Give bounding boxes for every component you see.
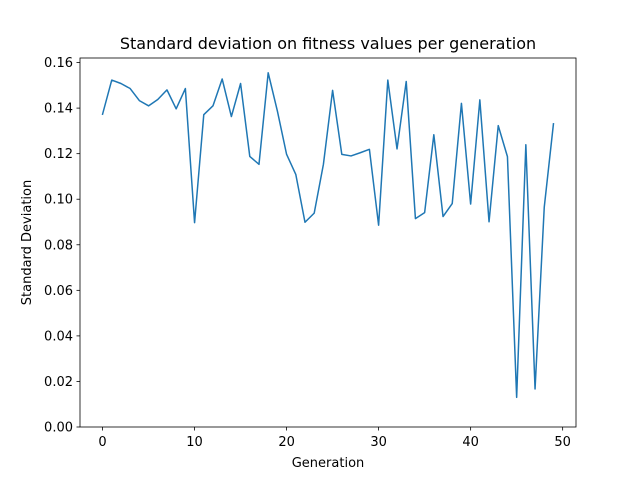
- y-tick-label: 0.08: [44, 238, 73, 253]
- y-axis-ticks: 0.00 0.02 0.04 0.06 0.08 0.10 0.12 0.14 0.16: [44, 56, 80, 436]
- y-tick-label: 0.02: [44, 375, 73, 390]
- y-tick-label: 0.12: [44, 147, 73, 162]
- y-tick-label: 0.16: [44, 56, 73, 71]
- y-tick-label: 0.00: [44, 421, 73, 436]
- y-tick-label: 0.04: [44, 329, 73, 344]
- plot-frame: [79, 57, 577, 428]
- x-tick-label: 40: [462, 435, 479, 450]
- chart-title: Standard deviation on fitness values per…: [120, 34, 536, 53]
- x-tick-label: 0: [98, 435, 106, 450]
- plot-area: [80, 58, 576, 427]
- y-tick-label: 0.06: [44, 284, 73, 299]
- y-tick-label: 0.10: [44, 193, 73, 208]
- x-axis-label: Generation: [292, 456, 365, 471]
- x-tick-label: 10: [186, 435, 203, 450]
- x-axis-ticks: 0 10 20 30 40 50: [98, 427, 571, 450]
- x-tick-label: 30: [370, 435, 387, 450]
- series-line: [101, 72, 555, 399]
- x-tick-label: 50: [554, 435, 571, 450]
- y-tick-label: 0.14: [44, 102, 73, 117]
- x-tick-label: 20: [278, 435, 295, 450]
- y-axis-label: Standard Deviation: [20, 180, 35, 305]
